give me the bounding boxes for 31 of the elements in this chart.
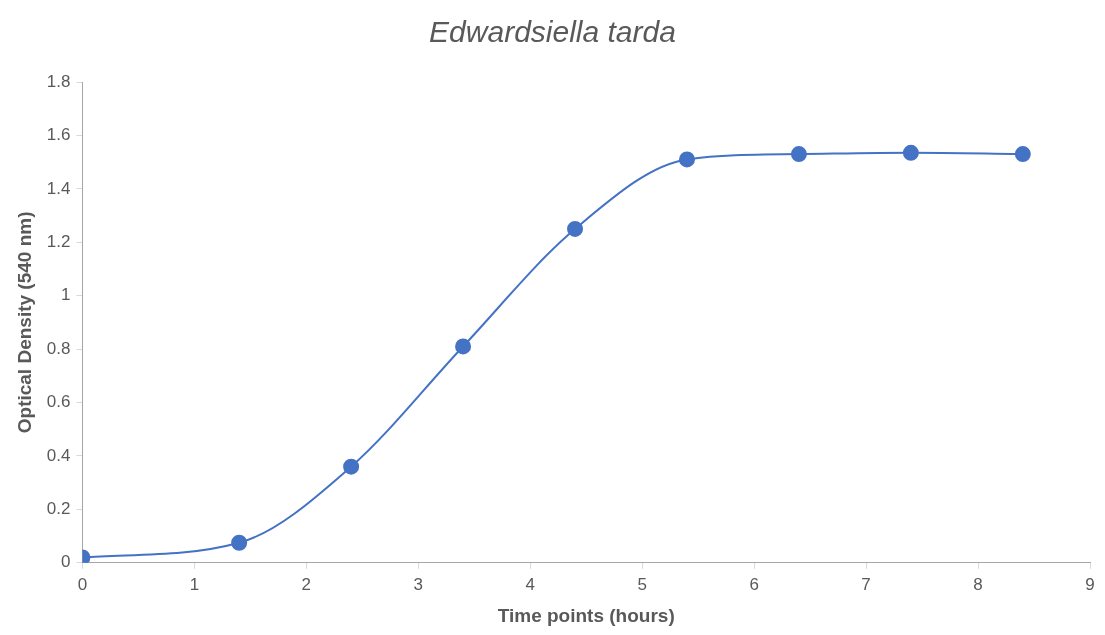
point: [567, 220, 584, 237]
point: [343, 458, 360, 475]
x-axis-title: Time points (hours): [497, 604, 675, 626]
point: [790, 146, 807, 163]
y-tick-label: 0.4: [46, 445, 71, 465]
y-tick-label: 1.4: [46, 178, 71, 198]
y-tick-label: 1.6: [46, 125, 71, 145]
x-tick-label: 7: [861, 574, 871, 594]
chart-title: Edwardsiella tarda: [428, 14, 677, 50]
y-tick-label: 0.2: [46, 499, 71, 519]
y-tick-label: 1.8: [46, 71, 71, 91]
x-tick-label: 6: [749, 574, 759, 594]
y-tick-label: 0: [60, 552, 71, 572]
y-axis-title: Optical Density (540 nm): [13, 211, 35, 434]
x-tick-label: 9: [1085, 574, 1095, 594]
point: [902, 144, 919, 161]
x-tick-label: 4: [525, 574, 535, 594]
x-tick-label: 0: [77, 574, 88, 594]
point: [231, 534, 248, 551]
y-tick-label: 0.8: [46, 338, 71, 358]
x-tick-label: 1: [189, 574, 200, 594]
y-tick-label: 1: [60, 285, 71, 305]
x-tick-label: 8: [973, 574, 983, 594]
point: [1014, 146, 1031, 163]
point: [455, 338, 472, 355]
x-tick-label: 3: [413, 574, 424, 594]
y-tick-label: 1.2: [46, 231, 71, 251]
point: [678, 151, 695, 168]
x-tick-label: 2: [301, 574, 312, 594]
x-tick-label: 5: [637, 574, 647, 594]
y-tick-label: 0.6: [46, 392, 71, 412]
